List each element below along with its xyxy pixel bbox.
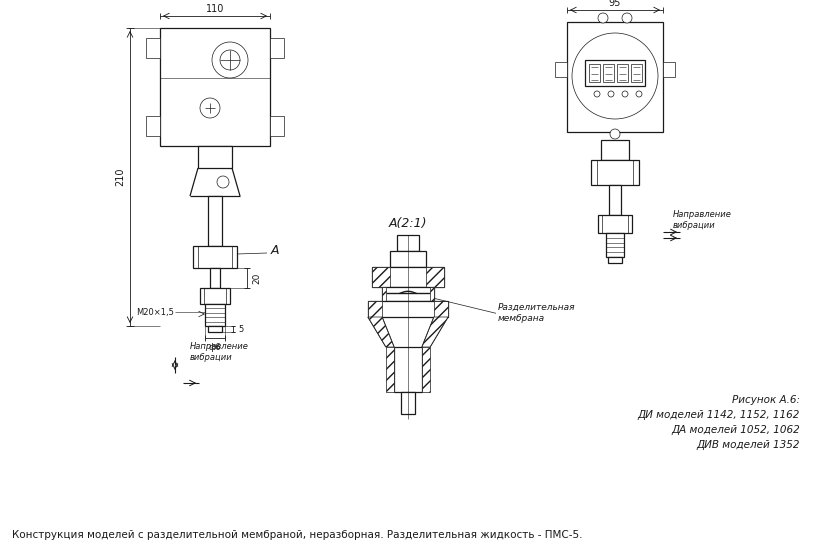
Bar: [210, 268, 220, 288]
Text: 110: 110: [206, 4, 224, 14]
Circle shape: [212, 42, 248, 78]
Text: А(2:1): А(2:1): [388, 216, 428, 229]
Text: ДИ моделей 1142, 1152, 1162: ДИ моделей 1142, 1152, 1162: [637, 410, 800, 420]
Bar: [200, 288, 230, 304]
Bar: [372, 267, 444, 287]
Bar: [394, 347, 422, 392]
Bar: [606, 233, 624, 257]
Bar: [598, 215, 632, 233]
Bar: [401, 392, 415, 414]
Polygon shape: [386, 347, 394, 392]
Circle shape: [622, 91, 628, 97]
Bar: [198, 146, 232, 168]
Text: 20: 20: [252, 272, 261, 284]
Bar: [146, 116, 160, 136]
Text: А: А: [271, 244, 279, 257]
Bar: [208, 196, 222, 246]
Text: Направление
вибрации: Направление вибрации: [673, 210, 732, 230]
Polygon shape: [422, 347, 430, 392]
Circle shape: [572, 33, 658, 119]
Bar: [205, 304, 225, 326]
Bar: [208, 326, 222, 332]
Bar: [585, 60, 645, 86]
Circle shape: [608, 91, 614, 97]
Bar: [270, 38, 284, 58]
Text: ДИВ моделей 1352: ДИВ моделей 1352: [697, 440, 800, 450]
Bar: [382, 287, 434, 301]
Polygon shape: [422, 317, 448, 347]
Bar: [617, 64, 628, 82]
Bar: [368, 301, 448, 317]
Bar: [603, 64, 614, 82]
Text: 95: 95: [609, 0, 621, 8]
Bar: [591, 160, 639, 185]
Bar: [390, 251, 426, 267]
Circle shape: [220, 50, 240, 70]
Text: ф6: ф6: [209, 343, 221, 351]
Text: Рисунок А.6:: Рисунок А.6:: [732, 395, 800, 405]
Bar: [270, 116, 284, 136]
Polygon shape: [382, 287, 386, 301]
Circle shape: [594, 91, 600, 97]
Text: 210: 210: [115, 168, 125, 186]
Circle shape: [217, 176, 229, 188]
Bar: [555, 62, 567, 77]
Polygon shape: [426, 267, 444, 287]
Text: Конструкция моделей с разделительной мембраной, неразборная. Разделительная жидк: Конструкция моделей с разделительной мем…: [12, 530, 583, 540]
Bar: [608, 257, 622, 263]
Text: Направление
вибрации: Направление вибрации: [190, 342, 249, 362]
Bar: [160, 28, 270, 146]
Circle shape: [610, 129, 620, 139]
Bar: [193, 246, 237, 268]
Bar: [609, 185, 621, 215]
Text: Разделительная
мембрана: Разделительная мембрана: [498, 303, 575, 323]
Text: M20×1,5: M20×1,5: [136, 307, 174, 317]
Polygon shape: [368, 301, 382, 317]
Bar: [631, 64, 642, 82]
Bar: [397, 235, 419, 251]
Polygon shape: [372, 267, 390, 287]
Text: 5: 5: [238, 324, 244, 333]
Bar: [663, 62, 675, 77]
Circle shape: [598, 13, 608, 23]
Bar: [567, 22, 663, 132]
Bar: [601, 140, 629, 160]
Bar: [146, 38, 160, 58]
Text: ДА моделей 1052, 1062: ДА моделей 1052, 1062: [672, 425, 800, 435]
Bar: [589, 64, 600, 82]
Polygon shape: [434, 301, 448, 317]
Polygon shape: [430, 287, 434, 301]
Circle shape: [200, 98, 220, 118]
Circle shape: [636, 91, 642, 97]
Polygon shape: [368, 317, 394, 347]
Circle shape: [622, 13, 632, 23]
